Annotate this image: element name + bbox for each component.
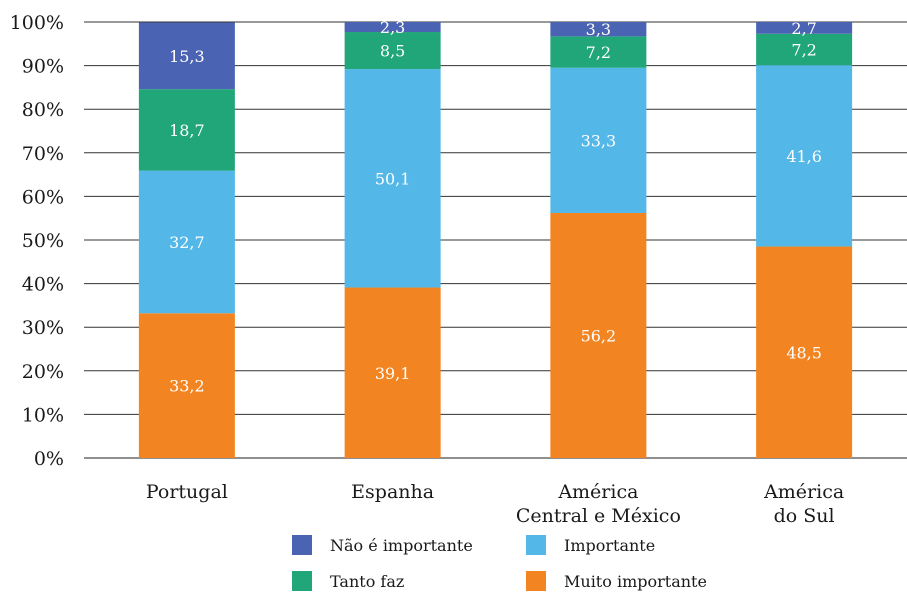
y-tick-label: 100% (10, 12, 64, 34)
legend-label: Importante (564, 536, 655, 555)
bar-segment (550, 22, 647, 37)
category-label: América (763, 481, 844, 503)
data-label: 7,2 (586, 43, 611, 62)
data-label: 18,7 (169, 121, 205, 140)
legend-label: Não é importante (330, 536, 473, 555)
y-axis-ticks: 0% 10% 20% 30% 40% 50% 60% 70% 80% 90% 100% (10, 12, 64, 470)
y-tick-label: 60% (22, 186, 64, 208)
data-label: 15,3 (169, 47, 205, 66)
data-label: 39,1 (375, 364, 411, 383)
bar-segment (550, 212, 647, 458)
data-label: 41,6 (786, 147, 822, 166)
legend-swatch (526, 535, 546, 555)
data-label: 3,3 (586, 20, 611, 39)
y-tick-label: 0% (34, 448, 64, 470)
data-label: 33,3 (581, 131, 617, 150)
legend-swatch (292, 535, 312, 555)
bar-segment (344, 287, 441, 458)
data-label: 2,3 (380, 18, 405, 37)
bar-segment (138, 170, 235, 314)
bar-segment (756, 22, 853, 34)
y-tick-label: 70% (22, 143, 64, 165)
data-label: 56,2 (581, 326, 617, 345)
data-label: 33,2 (169, 377, 205, 396)
bar-segment (138, 313, 235, 458)
legend: Não é importante Importante Tanto faz Muito… (292, 535, 707, 591)
bar-segment (344, 69, 441, 288)
data-label: 8,5 (380, 42, 405, 61)
bar-segment (756, 33, 853, 66)
bar-segment (756, 65, 853, 247)
legend-label: Muito importante (564, 572, 707, 591)
y-tick-label: 20% (22, 361, 64, 383)
category-label: Central e México (516, 505, 681, 527)
category-label: do Sul (774, 505, 835, 527)
category-label: Portugal (146, 481, 228, 503)
y-tick-label: 90% (22, 56, 64, 78)
y-tick-label: 10% (22, 404, 64, 426)
legend-label: Tanto faz (330, 572, 404, 591)
data-label: 2,7 (791, 19, 816, 38)
bar-segment (550, 36, 647, 68)
data-label: 50,1 (375, 169, 411, 188)
legend-swatch (292, 571, 312, 591)
y-tick-label: 50% (22, 230, 64, 252)
category-label: América (557, 481, 638, 503)
bar-segment (138, 89, 235, 171)
bars: 33,2 32,7 18,7 15,3 39,1 50,1 8,5 2,3 56,2 33,3 7,… (138, 18, 853, 458)
y-tick-label: 80% (22, 99, 64, 121)
y-tick-label: 30% (22, 317, 64, 339)
bar-segment (756, 246, 853, 458)
data-label: 32,7 (169, 233, 205, 252)
data-label: 48,5 (786, 343, 822, 362)
bar-segment (344, 22, 441, 33)
category-label: Espanha (351, 481, 434, 503)
bar-segment (550, 67, 647, 213)
bar-segment (344, 32, 441, 70)
legend-swatch (526, 571, 546, 591)
bar-segment (138, 22, 235, 90)
data-label: 7,2 (791, 40, 816, 59)
y-tick-label: 40% (22, 274, 64, 296)
